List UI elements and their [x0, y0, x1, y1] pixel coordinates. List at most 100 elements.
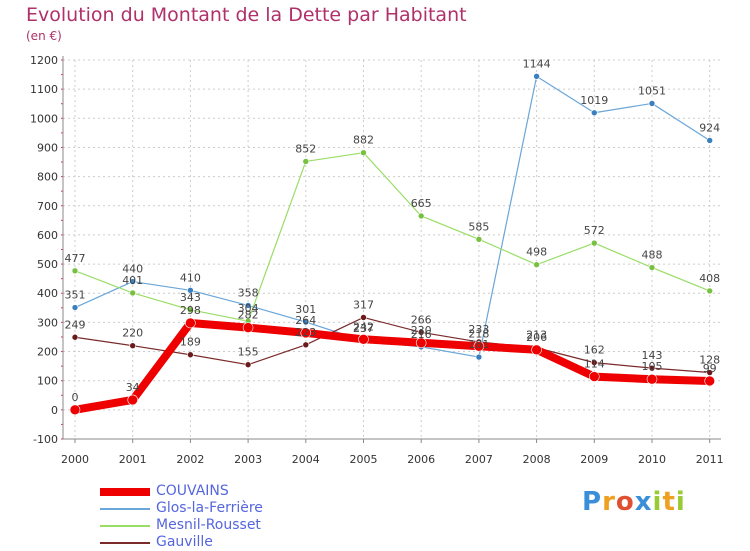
data-point — [129, 278, 136, 285]
legend-item: Mesnil-Rousset — [100, 517, 360, 534]
data-label: 99 — [703, 362, 717, 375]
data-point — [475, 353, 483, 361]
legend-label: Mesnil-Rousset — [156, 517, 261, 533]
x-tick-label: 2006 — [407, 453, 435, 466]
data-label: 105 — [642, 360, 663, 373]
data-point — [187, 306, 194, 314]
data-point — [588, 371, 600, 382]
data-label: 585 — [468, 220, 489, 233]
data-point — [244, 302, 252, 309]
data-label: 230 — [411, 324, 432, 337]
data-label: 1051 — [638, 84, 666, 97]
data-point — [69, 404, 81, 416]
data-label: 216 — [411, 328, 432, 341]
data-label: 410 — [180, 271, 201, 284]
y-tick-label: 700 — [37, 200, 58, 213]
data-point — [590, 239, 598, 247]
proxiti-logo: Proxiti — [582, 487, 686, 517]
y-tick-label: 900 — [37, 141, 58, 154]
data-label: 266 — [411, 313, 432, 326]
data-point — [71, 304, 79, 311]
data-label: 304 — [238, 302, 259, 315]
data-label: 343 — [180, 291, 201, 304]
y-tick-label: 400 — [37, 287, 58, 300]
data-point — [244, 361, 252, 368]
data-label: 34 — [126, 381, 140, 394]
data-point — [590, 359, 598, 366]
y-tick-label: 500 — [37, 258, 58, 271]
logo-letter: t — [662, 487, 676, 517]
x-tick-label: 2003 — [234, 453, 262, 466]
x-tick-label: 2002 — [176, 453, 204, 466]
y-tick-label: 0 — [51, 404, 58, 417]
data-label: 572 — [584, 224, 605, 237]
plot-area: -100 0 100 200 300 400 500 600 700 800 900 1000 1100… — [30, 54, 724, 466]
data-label: 242 — [353, 320, 374, 333]
data-point — [302, 158, 310, 165]
logo-letter: o — [615, 487, 635, 517]
data-point — [187, 287, 194, 294]
data-label: 181 — [468, 338, 489, 351]
data-label: 440 — [122, 263, 143, 276]
data-label: 264 — [295, 314, 316, 327]
data-label: 189 — [180, 336, 201, 349]
logo-letter: r — [602, 487, 616, 517]
legend-swatch — [100, 542, 150, 544]
data-point — [706, 287, 714, 295]
data-label: 155 — [238, 346, 259, 359]
data-point — [302, 341, 310, 349]
y-tick-label: 600 — [37, 229, 58, 242]
data-point — [473, 340, 485, 352]
legend-item: Gauville — [100, 534, 360, 551]
data-label: 0 — [72, 391, 79, 404]
data-label: 233 — [468, 323, 489, 336]
y-tick-label: 200 — [37, 346, 58, 359]
data-point — [533, 261, 540, 268]
data-point — [531, 344, 542, 356]
y-tick-label: 1000 — [30, 112, 58, 125]
legend-label: COUVAINS — [156, 483, 229, 499]
data-point — [417, 328, 425, 336]
data-label: 301 — [295, 303, 316, 316]
series-line-mesnil-rousset — [74, 152, 711, 322]
data-point — [302, 318, 310, 326]
data-label: 218 — [468, 327, 489, 340]
logo-letter: i — [652, 487, 663, 517]
data-point — [129, 342, 136, 350]
y-tick-label: 100 — [37, 375, 58, 388]
data-point — [646, 373, 658, 385]
data-point — [242, 322, 254, 333]
data-label: 317 — [353, 298, 374, 311]
data-label: 213 — [526, 329, 547, 342]
data-label: 1144 — [523, 57, 551, 70]
data-label: 477 — [65, 252, 86, 265]
data-label: 665 — [411, 197, 432, 210]
x-tick-label: 2005 — [350, 453, 378, 466]
legend-swatch — [100, 525, 150, 527]
logo-letter: P — [582, 487, 603, 517]
data-label: 298 — [180, 304, 201, 317]
data-label: 852 — [295, 142, 316, 155]
data-point — [358, 333, 369, 345]
x-tick-label: 2011 — [696, 453, 724, 466]
data-point — [71, 267, 79, 275]
y-tick-label: 300 — [37, 316, 58, 329]
x-tick-label: 2000 — [61, 453, 89, 466]
x-tick-label: 2009 — [580, 453, 608, 466]
y-tick-label: 1200 — [30, 54, 58, 67]
data-label: 162 — [584, 344, 605, 357]
data-label: 401 — [122, 274, 143, 287]
data-label: 1019 — [580, 94, 608, 107]
data-point — [300, 327, 312, 339]
chart-title: Evolution du Montant de la Dette par Hab… — [26, 4, 467, 26]
x-tick-label: 2008 — [523, 453, 551, 466]
legend-label: Gauville — [156, 534, 213, 550]
data-label: 408 — [699, 272, 720, 285]
data-label: 114 — [584, 358, 605, 371]
data-point — [533, 73, 540, 80]
legend-label: Glos-la-Ferrière — [156, 500, 263, 516]
data-point — [648, 364, 656, 372]
legend-swatch — [100, 508, 150, 510]
data-label: 143 — [642, 349, 663, 362]
